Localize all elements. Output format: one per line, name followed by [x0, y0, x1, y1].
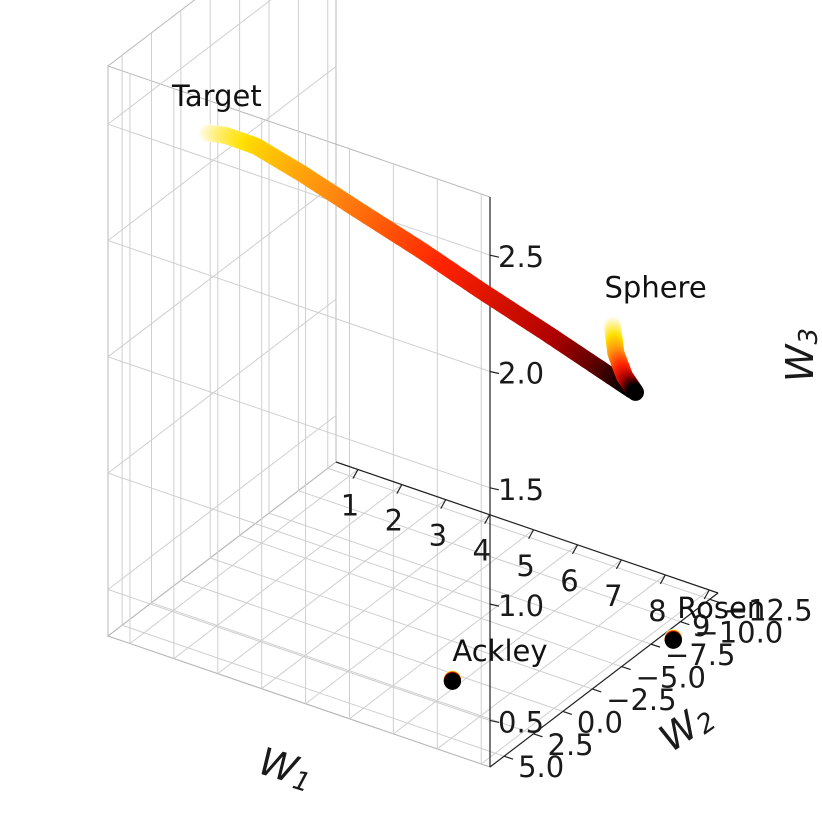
point-ackley — [443, 672, 461, 690]
grid-y-floor — [239, 535, 622, 668]
y-tick-label: −10.0 — [694, 616, 783, 650]
z-tick-mark — [489, 603, 500, 607]
series-rosen — [664, 628, 683, 649]
x-tick-mark — [396, 484, 403, 494]
y-tick-label: −12.5 — [724, 593, 813, 627]
z-tick-label: 1.5 — [498, 473, 544, 507]
x-tick-label: 8 — [648, 594, 666, 628]
grid-y-floor — [121, 624, 505, 757]
z-tick-label: 2.0 — [498, 357, 544, 391]
x-tick-mark — [440, 499, 447, 509]
x-tick-mark — [484, 514, 491, 524]
annotation-target: Target — [171, 79, 262, 113]
grid-z-left — [107, 66, 337, 241]
series-ackley — [443, 670, 462, 690]
x-axis-line — [335, 461, 719, 594]
z-tick-mark — [489, 719, 500, 724]
grid-x-floor — [129, 469, 359, 644]
grid-z-left — [107, 182, 337, 358]
z-tick-mark — [489, 370, 500, 375]
pane-0 — [106, 461, 720, 768]
grid-y-floor — [298, 490, 681, 623]
y-tick-mark — [503, 755, 514, 760]
x-tick-mark — [703, 589, 710, 600]
x-tick-mark — [659, 574, 666, 585]
x-tick-label: 2 — [385, 504, 403, 538]
grid-y-floor — [327, 467, 710, 600]
grid-layer — [106, 0, 720, 768]
annotation-ackley: Ackley — [452, 634, 547, 668]
x-tick-mark — [352, 469, 359, 479]
annotation-rosen: Rosen — [677, 591, 765, 625]
y-tick-mark — [621, 665, 631, 671]
y-tick-mark — [562, 710, 573, 715]
x-tick-label: 3 — [429, 519, 447, 553]
y-axis-line — [489, 592, 719, 768]
grid-y-floor — [210, 557, 593, 690]
y-tick-label: 2.5 — [548, 728, 594, 762]
y-tick-mark — [592, 688, 602, 693]
z-tick-mark — [489, 487, 500, 491]
grid-z-left — [107, 415, 337, 590]
z-tick-mark — [489, 254, 500, 258]
x-tick-label: 6 — [560, 564, 578, 598]
grid-z-left — [107, 298, 337, 474]
series-sphere — [603, 316, 644, 401]
x-tick-label: 5 — [516, 549, 534, 583]
x-axis-title: W1 — [253, 739, 318, 799]
y-tick-label: −2.5 — [606, 683, 676, 717]
data-layer — [199, 124, 683, 690]
grid-x-floor — [349, 544, 578, 720]
y-tick-mark — [680, 621, 690, 626]
grid-z-back — [107, 123, 491, 256]
series-target — [199, 124, 641, 399]
z-tick-label: 2.5 — [498, 240, 544, 274]
grid-y-floor — [268, 512, 652, 645]
x-tick-mark — [528, 529, 535, 540]
y-tick-label: −5.0 — [636, 661, 706, 695]
x-tick-mark — [615, 559, 622, 570]
grid-y-floor — [180, 579, 564, 712]
y-tick-label: 0.0 — [577, 705, 623, 739]
grid-y-floor — [151, 602, 534, 735]
point-sphere — [627, 383, 644, 401]
grid-z-back — [107, 356, 491, 489]
z-tick-label: 1.0 — [498, 589, 544, 623]
y-tick-label: 5.0 — [518, 750, 564, 784]
annotation-sphere: Sphere — [605, 271, 707, 305]
y-tick-label: −7.5 — [665, 638, 735, 672]
grid-x-floor — [173, 484, 403, 659]
y-tick-mark — [533, 733, 543, 738]
x-tick-label: 9 — [692, 609, 710, 643]
z-tick-label: 0.5 — [498, 706, 544, 740]
grid-z-back — [107, 588, 491, 721]
y-tick-mark — [709, 598, 719, 603]
grid-z-back — [107, 472, 491, 605]
grid-z-back — [107, 240, 491, 372]
y-tick-mark — [650, 643, 661, 648]
x-tick-label: 1 — [341, 489, 359, 523]
point-rosen — [664, 631, 682, 649]
x-tick-mark — [571, 544, 579, 555]
x-tick-label: 7 — [604, 579, 622, 613]
z-axis-title: W3 — [778, 328, 822, 382]
x-tick-label: 4 — [472, 534, 490, 568]
grid-z-left — [107, 0, 272, 125]
